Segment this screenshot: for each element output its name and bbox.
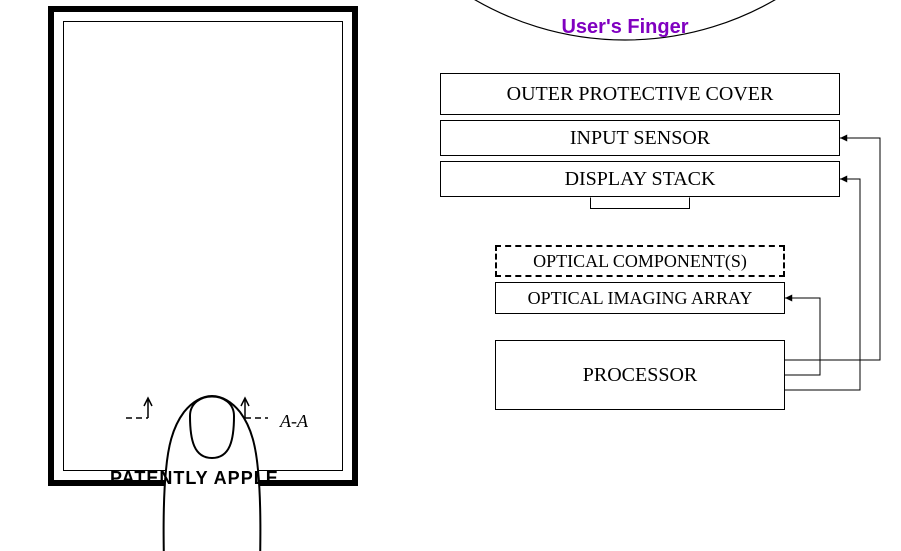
box-processor-text: PROCESSOR xyxy=(583,364,698,387)
box-outer-cover: OUTER PROTECTIVE COVER xyxy=(440,73,840,115)
box-outer-cover-text: OUTER PROTECTIVE COVER xyxy=(507,83,774,106)
box-optical-component-text: OPTICAL COMPONENT(S) xyxy=(533,251,747,272)
box-optical-imaging: OPTICAL IMAGING ARRAY xyxy=(495,282,785,314)
finger-illustration xyxy=(120,360,280,551)
connector-arrow-processor-to-input-sensor xyxy=(840,135,847,142)
connector-arrow-processor-to-imaging-array xyxy=(785,295,792,302)
connector-processor-to-display-stack xyxy=(785,179,860,390)
box-optical-imaging-text: OPTICAL IMAGING ARRAY xyxy=(528,288,753,309)
box-input-sensor: INPUT SENSOR xyxy=(440,120,840,156)
box-optical-component: OPTICAL COMPONENT(S) xyxy=(495,245,785,277)
box-display-stack: DISPLAY STACK xyxy=(440,161,840,197)
box-display-stack-text: DISPLAY STACK xyxy=(565,168,716,191)
watermark-text: PATENTLY APPLE xyxy=(110,468,279,489)
display-stack-notch xyxy=(590,197,690,209)
section-label: A-A xyxy=(280,411,308,432)
connector-processor-to-imaging-array xyxy=(785,298,820,375)
user-finger-label: User's Finger xyxy=(530,16,720,39)
box-processor: PROCESSOR xyxy=(495,340,785,410)
box-input-sensor-text: INPUT SENSOR xyxy=(570,127,710,150)
connector-arrow-processor-to-display-stack xyxy=(840,176,847,183)
